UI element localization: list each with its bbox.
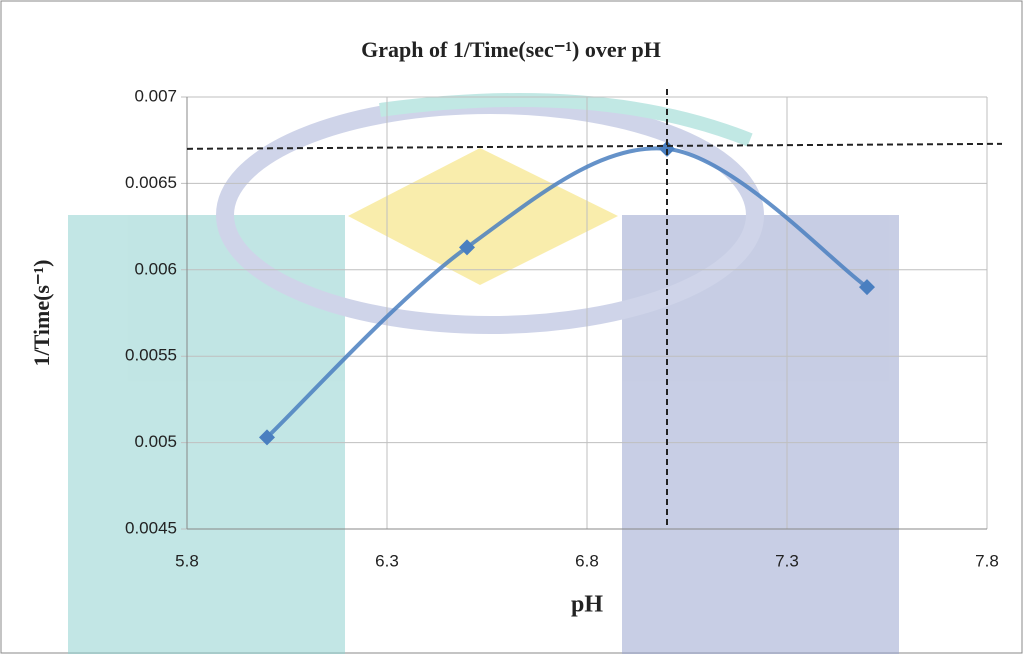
watermark-shape: [68, 215, 345, 654]
y-tick-label: 0.0065: [125, 173, 177, 192]
x-tick-label: 6.3: [375, 551, 399, 570]
chart-title: Graph of 1/Time(sec⁻¹) over pH: [361, 37, 661, 62]
y-tick-label: 0.0045: [125, 518, 177, 537]
grid: [181, 96, 988, 530]
watermark-shape: [348, 148, 618, 285]
x-tick-label: 6.8: [575, 551, 599, 570]
plot: [186, 89, 1003, 529]
y-tick-label: 0.005: [134, 432, 177, 451]
y-axis-label: 1/Time(s⁻¹): [29, 259, 54, 366]
y-tick-label: 0.0055: [125, 346, 177, 365]
x-tick-label: 7.3: [775, 551, 799, 570]
x-tick-label: 7.8: [975, 551, 999, 570]
data-point: [659, 140, 675, 157]
x-tick-label: 5.8: [175, 551, 199, 570]
series-line: [265, 146, 869, 439]
data-point: [259, 429, 275, 446]
y-tick-label: 0.006: [134, 259, 177, 278]
watermark-shape: [379, 93, 753, 147]
y-tick-label: 0.007: [134, 86, 177, 105]
reference-line: [186, 142, 1003, 150]
data-point: [859, 279, 875, 296]
data-point: [459, 239, 475, 256]
x-axis-label: pH: [571, 592, 603, 618]
watermark: [68, 93, 899, 654]
